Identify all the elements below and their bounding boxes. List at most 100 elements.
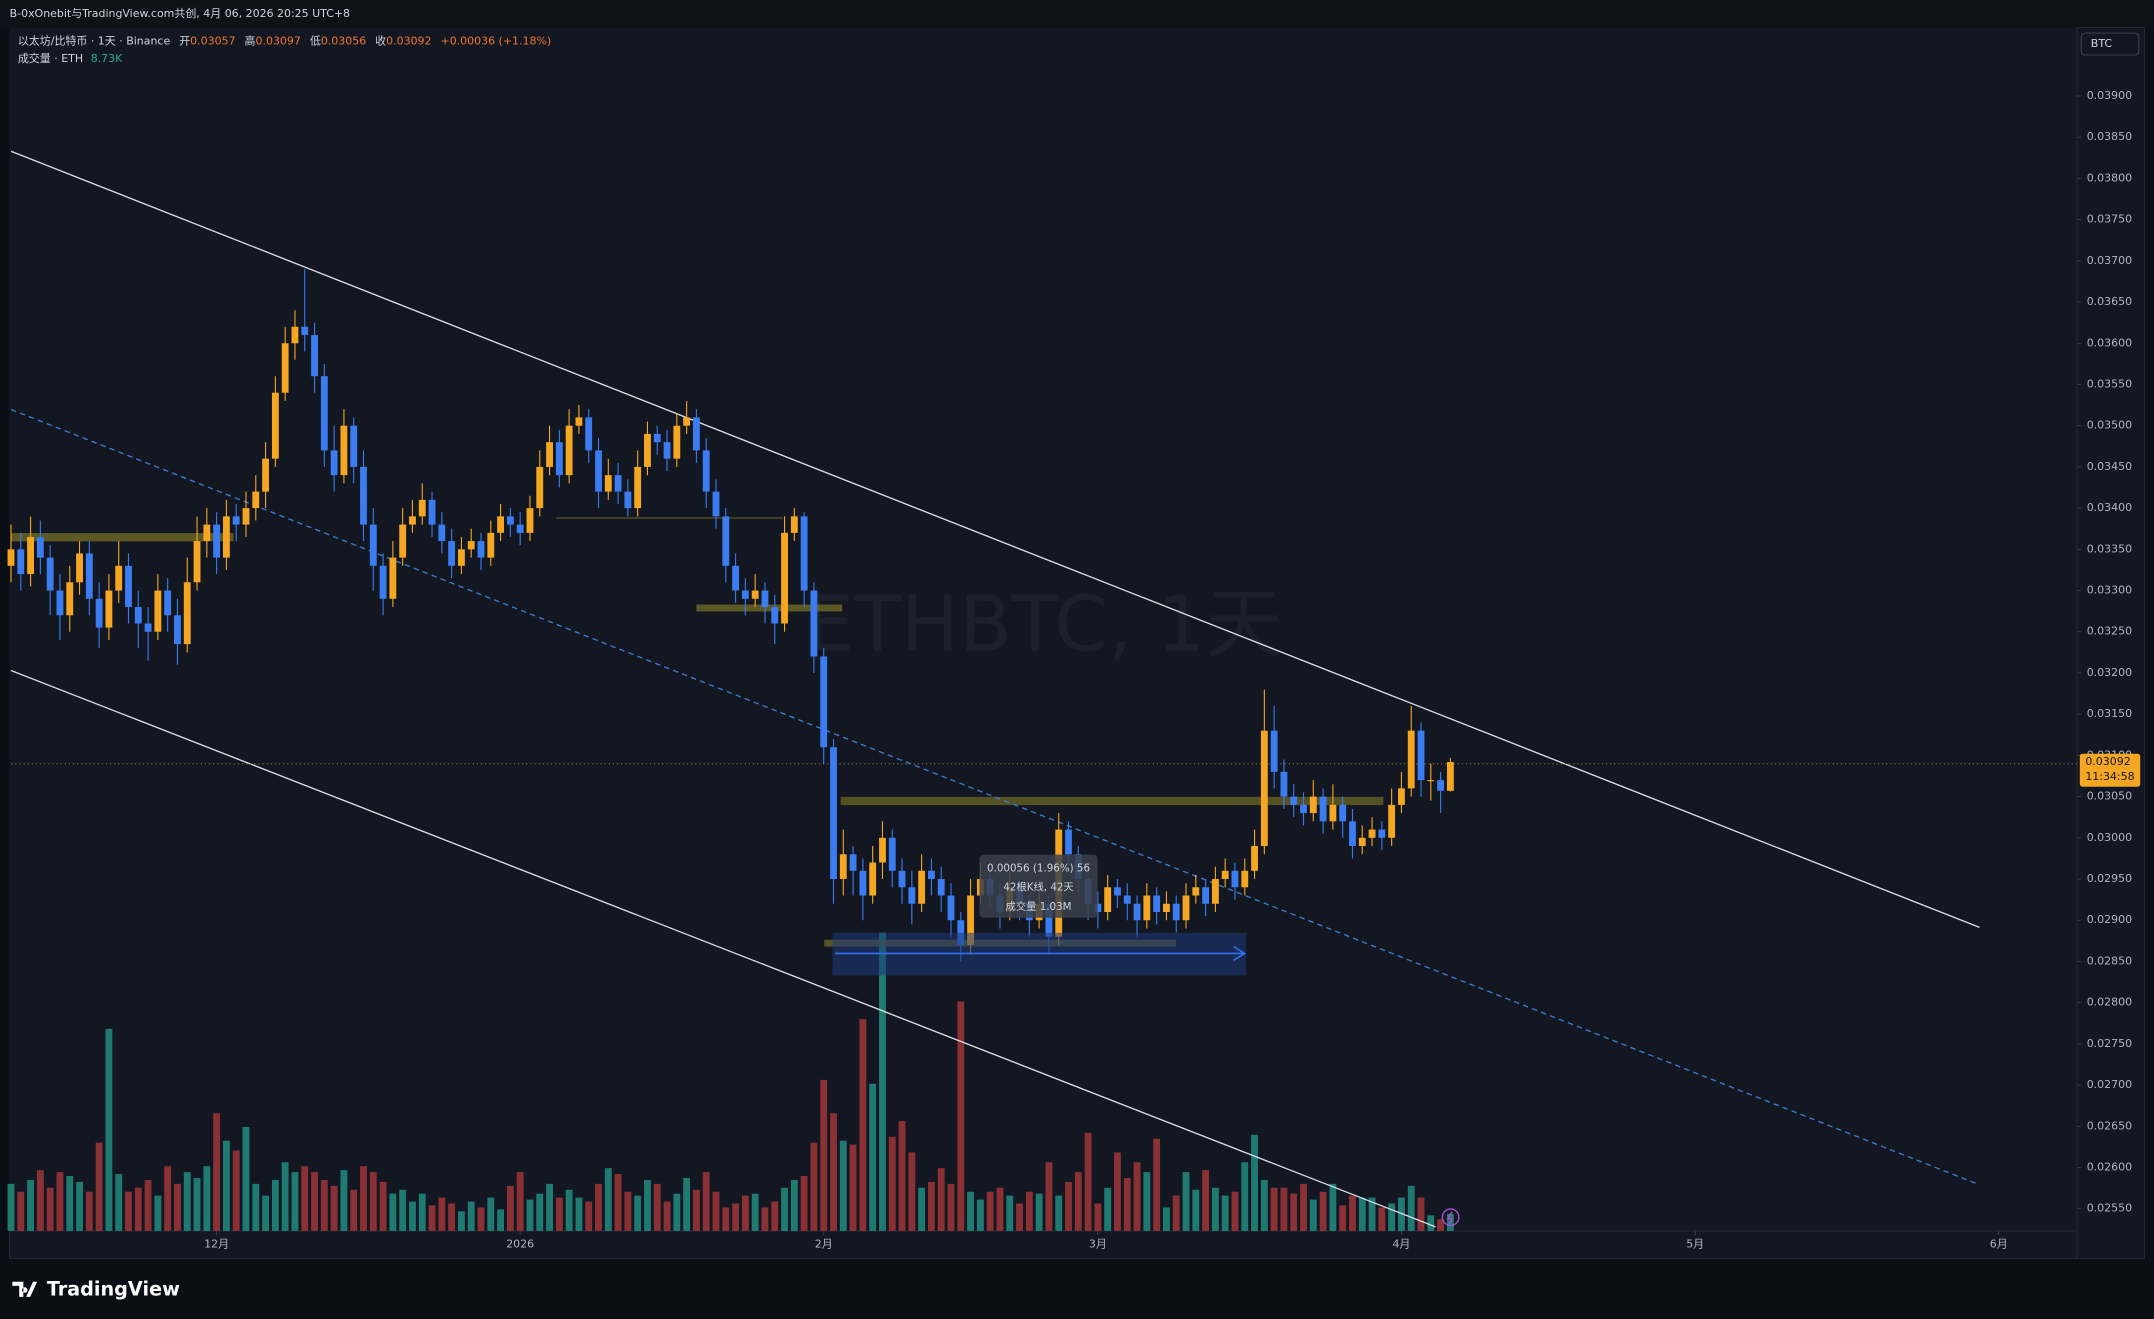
candle-body	[634, 466, 642, 509]
candle-body	[399, 524, 407, 558]
volume-bar	[1349, 1195, 1356, 1231]
volume-bar	[1339, 1205, 1347, 1231]
volume-bar	[467, 1201, 475, 1231]
candle-body	[1309, 796, 1317, 814]
y-tick-label: 0.03650	[2087, 295, 2132, 308]
currency-button[interactable]	[2080, 32, 2140, 56]
volume-bar	[144, 1179, 152, 1231]
candle-body	[937, 879, 945, 896]
candle-body	[1260, 730, 1268, 847]
candle-body	[360, 466, 367, 525]
volume-bar	[1378, 1207, 1386, 1231]
volume-bar	[1231, 1191, 1239, 1231]
volume-bar	[1104, 1187, 1112, 1231]
candle-body	[262, 458, 270, 492]
volume-bar	[1251, 1134, 1258, 1231]
channel-mid	[10, 408, 1979, 1185]
channel-lower	[10, 669, 1436, 1228]
logo-text: TradingView	[47, 1278, 180, 1301]
candle-body	[673, 425, 681, 459]
y-tick-label: 0.02650	[2087, 1119, 2132, 1132]
candle-body	[477, 541, 485, 558]
volume-bar	[193, 1177, 201, 1231]
x-tick-label: 3月	[1089, 1238, 1107, 1251]
candle-body	[1114, 887, 1121, 896]
volume-value: 8.73K	[91, 52, 123, 65]
candle-body	[134, 607, 142, 624]
volume-legend: 成交量 · ETH 8.73K	[18, 51, 123, 65]
volume-bar	[1192, 1189, 1200, 1231]
candle-body	[105, 590, 113, 628]
candle-body	[1192, 887, 1200, 896]
candle-body	[947, 895, 955, 921]
y-tick-label: 0.02550	[2087, 1202, 2132, 1215]
candle-body	[203, 524, 211, 542]
event-icon-bolt	[1446, 1211, 1454, 1225]
candle-body	[663, 442, 671, 459]
candle-body	[1211, 879, 1219, 904]
candle-body	[565, 425, 573, 476]
volume-bar	[1084, 1132, 1092, 1231]
candle-body	[820, 656, 828, 748]
volume-bar	[516, 1172, 524, 1231]
volume-bar	[301, 1166, 309, 1231]
candle-body	[1143, 895, 1151, 921]
plot-area	[9, 27, 2078, 1231]
volume-bar	[1202, 1170, 1210, 1231]
candle-body	[692, 417, 700, 451]
volume-bar	[839, 1140, 847, 1231]
candle-body	[624, 491, 632, 509]
candle-body	[1300, 804, 1307, 814]
y-tick-label: 0.02900	[2087, 913, 2132, 926]
candle-body	[536, 466, 544, 509]
volume-bar	[722, 1207, 730, 1231]
candle-body	[781, 532, 788, 624]
candle-body	[497, 516, 505, 533]
countdown: 11:34:58	[2085, 770, 2134, 783]
candle-body	[1358, 837, 1366, 847]
volume-bar	[360, 1166, 367, 1231]
event-icon[interactable]	[1441, 1208, 1460, 1227]
close-value: 0.03092	[386, 34, 431, 47]
currency-button-text[interactable]: BTC	[2091, 37, 2113, 50]
candle-body	[712, 491, 720, 517]
low-value: 0.03056	[321, 34, 366, 47]
volume-bar	[213, 1113, 221, 1231]
measure-tool: 0.00056 (1.96%) 56 42根K线, 42天 成交量 1.03M	[832, 854, 1247, 976]
candle-body	[702, 450, 710, 492]
candle-body	[320, 376, 328, 451]
volume-bar	[663, 1201, 671, 1231]
candle-body	[1319, 796, 1327, 822]
volume-bar	[624, 1191, 632, 1231]
low-label: 低	[310, 34, 321, 47]
candle-body	[66, 582, 74, 616]
volume-bar	[1300, 1183, 1307, 1231]
y-tick-label: 0.02850	[2087, 954, 2132, 967]
volume-bar	[761, 1207, 769, 1231]
volume-bar	[418, 1193, 426, 1231]
volume-bar	[1280, 1187, 1288, 1231]
candle-body	[291, 326, 299, 344]
candle-body	[1172, 903, 1180, 921]
candle-body	[27, 536, 35, 575]
zone	[840, 796, 1384, 806]
y-tick-label: 0.03900	[2087, 89, 2132, 102]
volume-bar	[800, 1176, 808, 1231]
volume-bar	[399, 1189, 407, 1231]
volume-bar	[614, 1174, 622, 1231]
volume-bar	[1143, 1172, 1151, 1231]
y-tick-label: 0.02700	[2087, 1078, 2132, 1091]
volume-bar	[232, 1150, 240, 1231]
volume-bar	[1172, 1195, 1180, 1231]
y-tick-label: 0.03400	[2087, 501, 2132, 514]
candle-body	[144, 623, 152, 632]
logo[interactable]: TradingView	[12, 1278, 180, 1301]
volume-bar	[134, 1187, 142, 1231]
candle-body	[741, 590, 749, 599]
volume-bar	[555, 1197, 563, 1231]
volume-bar	[1025, 1191, 1033, 1231]
candle-body	[76, 553, 83, 583]
volume-bar	[1329, 1183, 1337, 1231]
candle-body	[653, 433, 661, 443]
candle-body	[174, 615, 181, 645]
